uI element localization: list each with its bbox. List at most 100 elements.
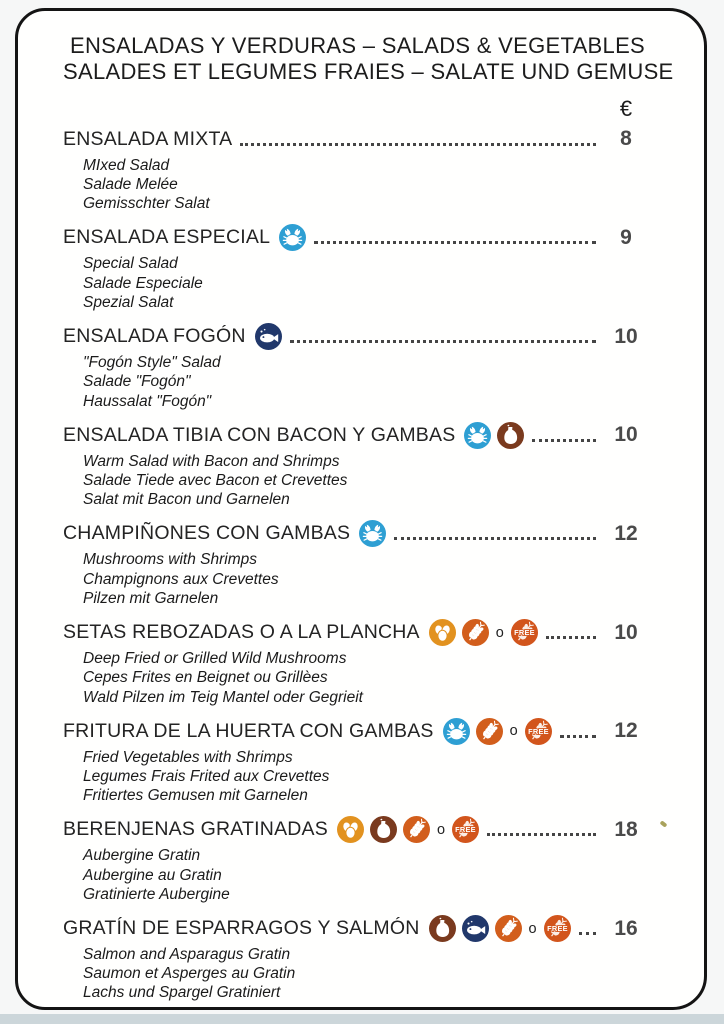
item-name: ENSALADA TIBIA CON BACON Y GAMBAS	[63, 423, 456, 446]
translation-line: Deep Fried or Grilled Wild Mushrooms	[83, 650, 347, 668]
menu-item: ENSALADA TIBIA CON BACON Y GAMBAS 10 War…	[63, 420, 652, 510]
translation-line: Salade Especiale	[83, 274, 203, 292]
translation-line: Lachs und Spargel Gratiniert	[83, 984, 281, 1002]
item-name: ENSALADA ESPECIAL	[63, 226, 271, 249]
header-title-line2: SALADES ET LEGUMES FRAIES – SALATE UND G…	[63, 59, 674, 85]
crustacean-icon	[442, 717, 470, 745]
item-translations: MIxed Salad Salade Melée Gemisschter Salat	[83, 156, 652, 214]
gluten-icon	[494, 915, 522, 943]
item-title-row: SETAS REBOZADAS O A LA PLANCHA o FREE 10	[63, 617, 652, 648]
item-title-row: ENSALADA TIBIA CON BACON Y GAMBAS 10	[63, 420, 652, 451]
dotted-leader	[578, 932, 596, 936]
dotted-leader	[559, 734, 596, 738]
allergen-icons	[359, 520, 387, 548]
dotted-leader	[394, 537, 596, 541]
gluten-free-icon: FREE	[510, 619, 538, 647]
item-title-row: ENSALADA FOGÓN 10	[63, 321, 652, 352]
item-translations: Aubergine Gratin Aubergine au Gratin Grati…	[83, 846, 652, 904]
menu-item: ENSALADA MIXTA 8 MIxed Salad Salade Melée…	[63, 124, 652, 214]
svg-text:FREE: FREE	[455, 826, 476, 835]
translation-line: Pilzen mit Garnelen	[83, 589, 219, 607]
translation-line: Cepes Frites en Beignet ou Grillèes	[83, 669, 328, 687]
header-title-line1: ENSALADAS Y VERDURAS – SALADS & VEGETABL…	[69, 33, 646, 58]
dotted-leader	[314, 241, 596, 245]
currency-symbol: €	[619, 95, 633, 121]
translation-line: Mushrooms with Shrimps	[83, 551, 257, 569]
menu-item: BERENJENAS GRATINADAS o FREE 18 Aubergin…	[63, 814, 652, 904]
allergen-icons: o FREE	[428, 915, 571, 943]
menu-item: CHAMPIÑONES CON GAMBAS 12 Mushrooms with…	[63, 518, 652, 608]
translation-line: Salade Melée	[83, 176, 178, 193]
item-translations: Special Salad Salade Especiale Spezial Sal…	[83, 254, 652, 312]
fish-icon	[254, 323, 282, 351]
egg-icon	[428, 619, 456, 647]
allergen-icons	[464, 421, 525, 449]
menu-item: FRITURA DE LA HUERTA CON GAMBAS o FREE 1…	[63, 716, 652, 806]
fish-icon	[461, 915, 489, 943]
item-name: ENSALADA MIXTA	[63, 127, 233, 150]
item-price: 12	[614, 719, 638, 743]
item-title-row: CHAMPIÑONES CON GAMBAS 12	[63, 518, 652, 549]
item-price: 16	[614, 916, 638, 940]
allergen-icons	[279, 224, 307, 252]
item-price: 10	[614, 620, 638, 644]
translation-line: Champignons aux Crevettes	[83, 570, 279, 588]
allergen-icons: o FREE	[428, 619, 538, 647]
crustacean-icon	[359, 520, 387, 548]
translation-line: Gemisschter Salat	[83, 195, 210, 213]
item-title-row: BERENJENAS GRATINADAS o FREE 18	[63, 814, 652, 845]
gluten-icon	[402, 816, 430, 844]
item-price: 10	[614, 324, 638, 348]
gluten-free-icon: FREE	[543, 915, 571, 943]
item-translations: "Fogón Style" Salad Salade "Fogón" Haussal…	[83, 353, 652, 411]
translation-line: Salmon and Asparagus Gratin	[83, 946, 291, 964]
item-name: CHAMPIÑONES CON GAMBAS	[63, 522, 351, 545]
translation-line: Salade Tiede avec Bacon et Crevettes	[83, 471, 348, 489]
item-name: BERENJENAS GRATINADAS	[63, 818, 328, 841]
item-name: GRATÍN DE ESPARRAGOS Y SALMÓN	[63, 917, 420, 940]
svg-text:FREE: FREE	[514, 628, 535, 637]
item-translations: Warm Salad with Bacon and Shrimps Salade …	[83, 452, 652, 510]
menu-item: ENSALADA ESPECIAL 9 Special Salad Salade …	[63, 222, 652, 312]
gluten-free-icon: FREE	[524, 717, 552, 745]
menu-items: ENSALADA MIXTA 8 MIxed Salad Salade Melée…	[63, 124, 652, 1003]
scan-edge	[0, 1014, 724, 1024]
currency-row: €	[63, 96, 652, 122]
item-translations: Fried Vegetables with Shrimps Legumes Fra…	[83, 748, 652, 806]
item-price: 18	[614, 817, 638, 841]
or-separator: o	[495, 624, 504, 641]
menu-item: GRATÍN DE ESPARRAGOS Y SALMÓN o FREE 16 …	[63, 913, 652, 1003]
allergen-icons	[254, 323, 282, 351]
menu-header: ENSALADAS Y VERDURAS – SALADS & VEGETABL…	[63, 33, 674, 86]
menu-item: SETAS REBOZADAS O A LA PLANCHA o FREE 10…	[63, 617, 652, 707]
item-price: 10	[614, 423, 638, 447]
translation-line: Fritiertes Gemusen mit Garnelen	[83, 787, 308, 805]
milk-icon	[369, 816, 397, 844]
milk-icon	[497, 421, 525, 449]
crustacean-icon	[279, 224, 307, 252]
translation-line: Wald Pilzen im Teig Mantel oder Gegrieit	[83, 688, 363, 706]
dotted-leader	[289, 340, 596, 344]
crustacean-icon	[464, 421, 492, 449]
allergen-icons: o FREE	[336, 816, 480, 844]
translation-line: Special Salad	[83, 255, 178, 273]
item-name: SETAS REBOZADAS O A LA PLANCHA	[63, 621, 420, 644]
translation-line: Legumes Frais Frited aux Crevettes	[83, 767, 330, 785]
translation-line: Warm Salad with Bacon and Shrimps	[83, 452, 340, 470]
gluten-icon	[475, 717, 503, 745]
item-title-row: GRATÍN DE ESPARRAGOS Y SALMÓN o FREE 16	[63, 913, 652, 944]
item-translations: Mushrooms with Shrimps Champignons aux Cr…	[83, 550, 652, 608]
translation-line: Haussalat "Fogón"	[83, 392, 212, 410]
translation-line: Saumon et Asperges au Gratin	[83, 965, 296, 983]
item-translations: Deep Fried or Grilled Wild Mushrooms Cepe…	[83, 649, 652, 707]
dotted-leader	[532, 438, 596, 442]
item-name: FRITURA DE LA HUERTA CON GAMBAS	[63, 719, 434, 742]
svg-text:FREE: FREE	[547, 924, 568, 933]
menu-item: ENSALADA FOGÓN 10 "Fogón Style" Salad Sal…	[63, 321, 652, 411]
translation-line: Spezial Salat	[83, 293, 174, 311]
translation-line: Salade "Fogón"	[83, 373, 191, 391]
item-title-row: ENSALADA MIXTA 8	[63, 124, 652, 155]
translation-line: Aubergine au Gratin	[83, 866, 222, 884]
translation-line: Gratinierte Aubergine	[83, 885, 230, 903]
item-price: 12	[614, 521, 638, 545]
